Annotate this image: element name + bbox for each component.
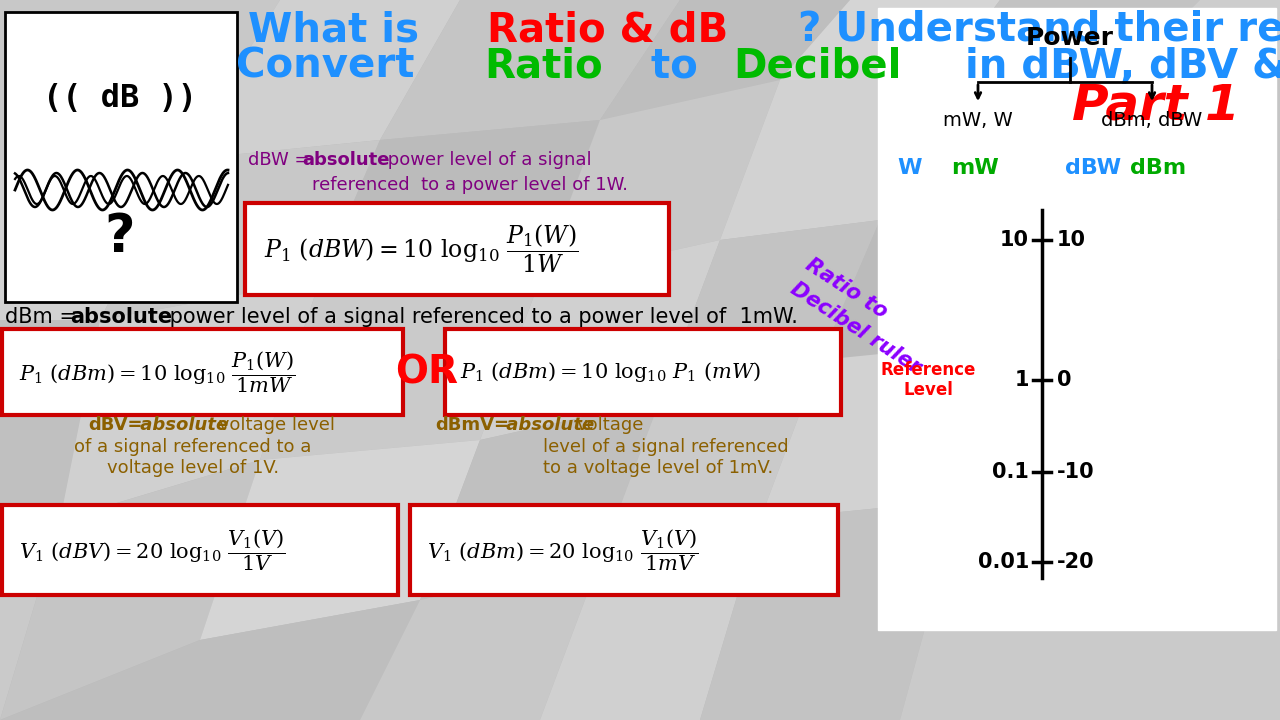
Polygon shape (100, 140, 380, 320)
Text: absolute: absolute (302, 151, 389, 169)
Polygon shape (700, 500, 960, 720)
Text: power level of a signal: power level of a signal (381, 151, 591, 169)
Polygon shape (200, 440, 480, 640)
FancyBboxPatch shape (445, 329, 841, 415)
Text: Decibel: Decibel (733, 47, 902, 87)
Text: What is: What is (248, 10, 433, 50)
Text: 1: 1 (1015, 370, 1029, 390)
Text: 0: 0 (1057, 370, 1071, 390)
Polygon shape (960, 340, 1280, 500)
Polygon shape (0, 520, 60, 720)
Text: 10: 10 (1057, 230, 1085, 250)
Polygon shape (360, 560, 600, 720)
Text: to a voltage level of 1mV.: to a voltage level of 1mV. (543, 459, 773, 477)
Polygon shape (1020, 200, 1280, 360)
Polygon shape (0, 320, 100, 520)
Text: Part 1: Part 1 (1073, 81, 1240, 129)
Text: $P_1\ (dBm) = 10\ \mathrm{log}_{10}\ P_1\ (mW)$: $P_1\ (dBm) = 10\ \mathrm{log}_{10}\ P_1… (460, 360, 762, 384)
Text: 0.1: 0.1 (992, 462, 1029, 482)
Text: Ratio & dB: Ratio & dB (486, 10, 728, 50)
Polygon shape (881, 60, 1140, 220)
Text: power level of a signal referenced to a power level of  1mW.: power level of a signal referenced to a … (163, 307, 797, 327)
Text: dBm, dBW: dBm, dBW (1101, 110, 1203, 130)
Text: Reference
Level: Reference Level (881, 361, 975, 400)
Text: in dBW, dBV & dBm: in dBW, dBV & dBm (951, 47, 1280, 87)
Polygon shape (660, 220, 881, 400)
Text: OR: OR (396, 353, 458, 391)
FancyBboxPatch shape (244, 203, 669, 295)
Text: voltage level of 1V.: voltage level of 1V. (108, 459, 279, 477)
Text: of a signal referenced to a: of a signal referenced to a (74, 438, 312, 456)
Polygon shape (260, 280, 540, 460)
Text: mW: mW (951, 158, 998, 178)
FancyBboxPatch shape (5, 12, 237, 302)
Polygon shape (1140, 0, 1280, 70)
Text: absolute: absolute (70, 307, 172, 327)
Text: dBV=: dBV= (88, 416, 142, 434)
Polygon shape (0, 600, 420, 720)
FancyBboxPatch shape (3, 329, 403, 415)
Polygon shape (600, 360, 820, 560)
Text: dBW =: dBW = (248, 151, 315, 169)
Polygon shape (0, 160, 180, 320)
Text: voltage level: voltage level (212, 416, 335, 434)
Text: mW, W: mW, W (943, 110, 1012, 130)
Polygon shape (0, 0, 280, 160)
Polygon shape (420, 400, 660, 600)
Text: (( dB )): (( dB )) (44, 83, 197, 114)
Polygon shape (719, 80, 940, 240)
Text: voltage: voltage (576, 416, 644, 434)
FancyBboxPatch shape (410, 505, 838, 595)
Polygon shape (760, 340, 1020, 520)
Polygon shape (540, 520, 760, 720)
Polygon shape (940, 0, 1201, 80)
Text: $P_1\ (dBW) = 10\ \mathrm{log}_{10}\ \dfrac{P_1(W)}{1W}$: $P_1\ (dBW) = 10\ \mathrm{log}_{10}\ \df… (264, 222, 579, 275)
Text: dBm =: dBm = (5, 307, 83, 327)
Polygon shape (180, 0, 460, 160)
Text: Convert: Convert (236, 47, 429, 87)
Text: Power: Power (1027, 26, 1114, 50)
Text: $P_1\ (dBm) = 10\ \mathrm{log}_{10}\ \dfrac{P_1(W)}{1mW}$: $P_1\ (dBm) = 10\ \mathrm{log}_{10}\ \df… (19, 349, 296, 395)
Text: $V_1\ (dBV) = 20\ \mathrm{log}_{10}\ \dfrac{V_1(V)}{1V}$: $V_1\ (dBV) = 20\ \mathrm{log}_{10}\ \df… (19, 527, 285, 572)
Polygon shape (1080, 60, 1280, 220)
Text: Ratio to
Decibel ruler: Ratio to Decibel ruler (787, 255, 940, 377)
Polygon shape (380, 0, 680, 140)
Text: dBmV=: dBmV= (435, 416, 509, 434)
Text: 0.01: 0.01 (978, 552, 1029, 572)
Text: absolute: absolute (134, 416, 228, 434)
Text: -10: -10 (1057, 462, 1094, 482)
Text: dBW: dBW (1065, 158, 1121, 178)
Text: referenced  to a power level of 1W.: referenced to a power level of 1W. (312, 176, 628, 194)
Polygon shape (600, 0, 850, 120)
Polygon shape (540, 80, 780, 280)
Polygon shape (900, 500, 1280, 720)
Text: level of a signal referenced: level of a signal referenced (543, 438, 788, 456)
Text: -20: -20 (1057, 552, 1094, 572)
FancyBboxPatch shape (878, 8, 1276, 630)
Text: W: W (897, 158, 923, 178)
Text: 10: 10 (1000, 230, 1029, 250)
Text: to: to (637, 47, 712, 87)
Polygon shape (480, 240, 719, 440)
FancyBboxPatch shape (3, 505, 398, 595)
Polygon shape (780, 0, 1000, 80)
Polygon shape (320, 120, 600, 280)
Text: $V_1\ (dBm) = 20\ \mathrm{log}_{10}\ \dfrac{V_1(V)}{1mV}$: $V_1\ (dBm) = 20\ \mathrm{log}_{10}\ \df… (428, 527, 699, 572)
Text: ? Understand their relationship: ? Understand their relationship (797, 10, 1280, 50)
Text: absolute: absolute (500, 416, 594, 434)
Text: Ratio: Ratio (484, 47, 603, 87)
Polygon shape (820, 200, 1080, 360)
Text: ?: ? (105, 211, 136, 263)
Polygon shape (0, 460, 260, 720)
Polygon shape (60, 280, 320, 520)
Text: dBm: dBm (1130, 158, 1187, 178)
